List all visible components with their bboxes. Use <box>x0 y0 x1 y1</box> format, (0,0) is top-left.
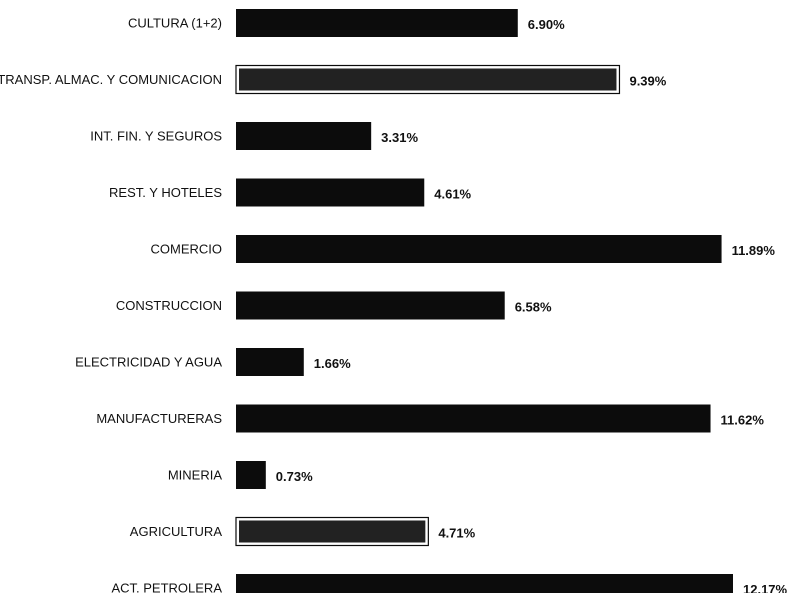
category-label: ACT. PETROLERA <box>111 581 222 593</box>
category-label: INT. FIN. Y SEGUROS <box>90 129 222 144</box>
value-label: 3.31% <box>381 130 418 145</box>
value-label: 11.62% <box>721 413 765 428</box>
value-label: 4.61% <box>434 187 471 202</box>
bar <box>236 235 722 263</box>
category-label: REST. Y HOTELES <box>109 185 222 200</box>
category-label: ELECTRICIDAD Y AGUA <box>75 355 222 370</box>
value-label: 12.17% <box>743 582 788 593</box>
bar <box>236 291 505 320</box>
value-label: 4.71% <box>438 526 475 541</box>
bar <box>236 348 304 376</box>
value-label: 9.39% <box>629 74 666 89</box>
value-label: 11.89% <box>732 243 776 258</box>
category-label: AGRICULTURA <box>130 524 223 539</box>
bar <box>236 404 711 433</box>
category-label: TRANSP. ALMAC. Y COMUNICACION <box>0 72 222 87</box>
value-labels: 6.90% 9.39% 3.31% 4.61% 11.89% 6.58% 1.66% 11.6… <box>276 17 788 593</box>
bar <box>236 178 425 207</box>
category-label: CONSTRUCCION <box>116 298 222 313</box>
bar <box>236 461 266 489</box>
bar <box>239 68 617 91</box>
value-label: 1.66% <box>314 356 351 371</box>
category-label: MINERIA <box>168 468 223 483</box>
bars <box>235 9 733 593</box>
value-label: 6.58% <box>515 300 552 315</box>
bar <box>236 122 372 150</box>
category-labels: CULTURA (1+2) TRANSP. ALMAC. Y COMUNICACI… <box>0 16 222 593</box>
bar <box>236 9 518 37</box>
value-label: 0.73% <box>276 469 313 484</box>
category-label: COMERCIO <box>151 242 223 257</box>
value-label: 6.90% <box>528 17 565 32</box>
category-label: CULTURA (1+2) <box>128 16 222 31</box>
bar <box>239 520 426 543</box>
bar <box>236 574 733 593</box>
category-label: MANUFACTURERAS <box>96 411 222 426</box>
